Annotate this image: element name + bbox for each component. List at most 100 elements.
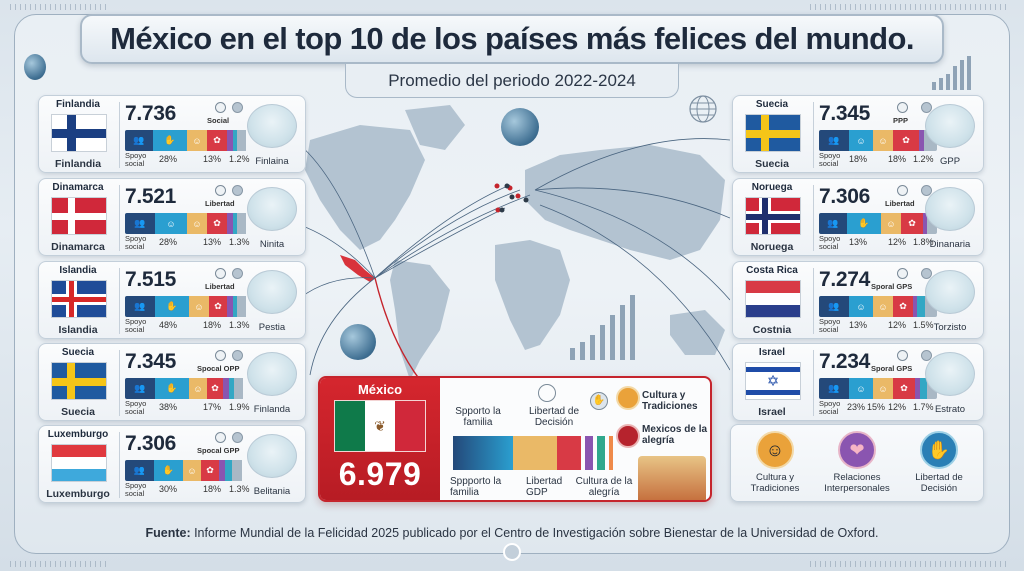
country-card-dinamarca: Dinamarca Dinamarca 7.521 Libertad 👥 ☺ ☺… [38,178,306,256]
happiness-score: 7.345 [819,102,871,125]
subtitle-banner: Promedio del periodo 2022-2024 [345,64,679,98]
happiness-score: 7.274 [819,268,871,291]
factor-caption: Spoyo social [819,234,841,251]
page-title: México en el top 10 de los países más fe… [110,21,914,56]
factor-pct: 28% [159,237,178,247]
decor-ticks [10,561,110,567]
country-name: Luxemburgo [47,429,109,440]
alegria-icon [616,424,640,448]
people-icon: 👥 [819,130,849,151]
gift-icon [513,436,557,470]
source-text: Informe Mundial de la Felicidad 2025 pub… [190,526,879,540]
factor-pct: 28% [159,154,178,164]
illustration-label: Ninita [259,239,285,250]
badge-icon [557,436,581,470]
factor-pct: 12% [888,237,907,247]
legend-item-relaciones: ❤ Relaciones Interpersonales [817,431,897,494]
factor-label: Cultura de la alegría [575,476,633,498]
hand-icon: ✋ [154,460,183,481]
factor-pct: 1.5% [913,320,934,330]
illustration-label: Dinanaria [929,239,971,250]
factor-pct: 13% [203,154,222,164]
gift-icon: ☺ [183,460,201,481]
illustration-finland-scene [247,104,297,148]
factor-pct: 1.8% [913,237,934,247]
globe-icon [897,350,908,361]
factor-pct: 12% [888,402,907,412]
factor-caption: Spoyo social [819,399,841,416]
globe-icon [897,102,908,113]
illustration-cathedral [925,187,975,231]
illustration-cabin [925,104,975,148]
happiness-score: 7.736 [125,102,177,125]
illustration-label: Estrato [934,404,966,415]
globe-icon [538,384,556,402]
factor-pct: 17% [203,402,222,412]
people-icon: 👥 [125,378,155,399]
factor-pct: 30% [159,484,178,494]
illustration-label: Belitania [253,486,291,497]
people-icon: 👥 [819,213,847,234]
divider [813,268,814,334]
eagle-emblem-icon: ❦ [365,401,395,451]
illustration-label: Pestia [258,322,286,333]
flag-iceland [51,280,107,318]
happiness-score: 7.306 [125,432,177,455]
legend-item-cultura: ☺ Cultura y Tradiciones [735,431,815,494]
factor-bar: 👥 ✋ ☺ ✿ [125,296,249,317]
country-name: Noruega [751,182,793,193]
factor-pct: 38% [159,402,178,412]
gift-icon: ☺ [189,378,207,399]
gift-icon: ☺ [187,130,207,151]
flag-norway [745,197,801,235]
hand-icon: ✋ [847,213,881,234]
illustration-village [247,434,297,478]
divider [813,185,814,251]
factor-pct: 18% [203,484,222,494]
factor-caption: Spoyo social [819,317,841,334]
badge-icon: ✿ [207,213,227,234]
sombrero-icon [616,386,640,410]
factor-pct: 23% [847,402,866,412]
hug-icon: ❤ [838,431,876,469]
badge-label: Mexicos de la alegría [642,424,708,446]
happiness-score: 7.306 [819,185,871,208]
badge-icon: ✿ [893,296,913,317]
pin-icon [921,350,932,361]
country-card-israel: Israel ✡ Israel 7.234 Sporal GPS 👥 ☺ ☺ ✿… [732,343,984,421]
factor-label: Social [207,116,230,125]
legend-item-libertad: ✋ Libertad de Decisión [899,431,979,494]
factor-label: Libertad [205,199,235,208]
gift-icon: ☺ [189,296,209,317]
legend-card: ☺ Cultura y Tradiciones ❤ Relaciones Int… [730,424,984,502]
globe-icon [897,268,908,279]
country-card-luxemburgo: Luxemburgo Luxemburgo 7.306 Spocal GPP 👥… [38,425,306,503]
factor-pct: 18% [849,154,868,164]
badge-icon: ✿ [893,378,915,399]
factor-caption: Spoyo social [125,481,147,498]
divider [813,350,814,416]
illustration-label: Torzisto [933,322,967,333]
divider [119,185,120,251]
pin-icon [232,432,243,443]
globe-icon [340,324,376,360]
globe-icon [215,102,226,113]
flag-denmark [51,197,107,235]
factor-label: Spocal GPP [197,446,240,455]
illustration-temple [925,352,975,396]
divider [119,102,120,168]
country-name-bottom: Islandia [58,324,98,336]
flag-sweden [745,114,801,152]
flag-costa-rica [745,280,801,318]
factor-label: Sporal GPS [871,282,913,291]
country-name-bottom: Finlandia [54,158,102,170]
globe-icon [24,54,46,80]
country-name-bottom: Noruega [750,241,794,253]
pin-icon [232,185,243,196]
factor-pct: 15% [867,402,886,412]
illustration-friends-table [247,187,297,231]
country-name-bottom: Dinamarca [51,241,105,253]
factor-pct: 13% [849,320,868,330]
factor-pct: 13% [849,237,868,247]
badge-icon: ✿ [901,213,923,234]
